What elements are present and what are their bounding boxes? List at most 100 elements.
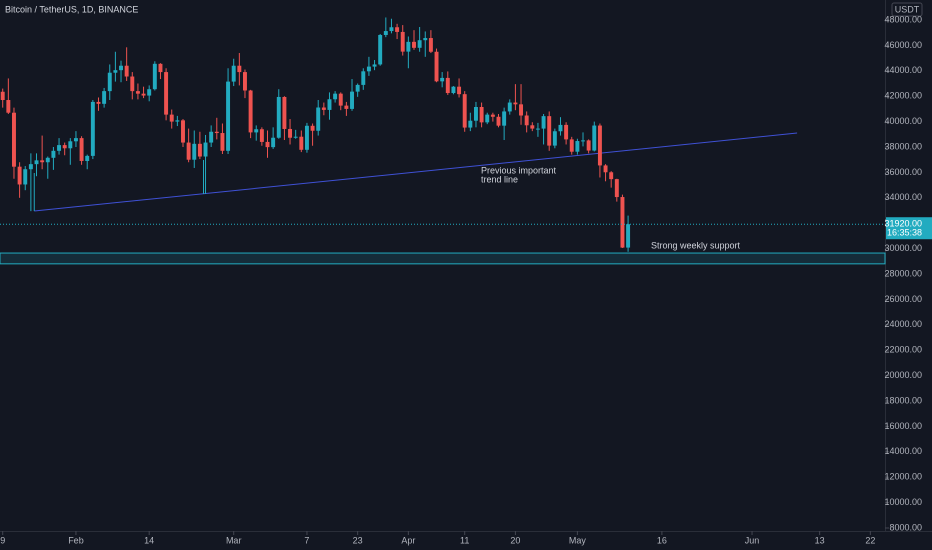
support-label: Strong weekly support — [651, 240, 741, 250]
candle-body — [209, 131, 214, 143]
candle-body — [34, 160, 39, 165]
candle-body — [586, 140, 591, 151]
candle-body — [220, 133, 225, 151]
x-tick-label: Mar — [226, 535, 242, 545]
x-tick-label: Jun — [745, 535, 760, 545]
candle-body — [68, 141, 73, 149]
support-zone — [0, 252, 886, 265]
candle-body — [626, 224, 631, 248]
candle-body — [451, 86, 456, 94]
candle-body — [462, 94, 467, 128]
candle-body — [581, 140, 585, 142]
candle-body — [502, 111, 507, 126]
x-tick-label: 16 — [657, 535, 667, 545]
candle-body — [417, 40, 422, 48]
candle-body — [214, 131, 219, 134]
x-tick-label: Feb — [68, 535, 84, 545]
y-tick-label: 38000.00 — [884, 141, 922, 151]
candle-body — [147, 89, 152, 96]
candle-body — [186, 142, 191, 160]
candle-body — [524, 115, 529, 126]
candle-body — [259, 129, 264, 142]
candle-body — [90, 101, 95, 156]
last-price-label: 31920.00 — [884, 219, 922, 229]
trendline-label: trend line — [481, 174, 518, 184]
candle-body — [28, 164, 33, 170]
candle-body — [304, 125, 309, 150]
candle-body — [406, 41, 411, 52]
candle-body — [519, 104, 524, 116]
candle-body — [282, 96, 287, 129]
candle-body — [468, 120, 473, 128]
x-tick-label: 20 — [510, 535, 520, 545]
last-price-box — [886, 217, 932, 240]
candle-body — [490, 114, 495, 117]
candle-body — [609, 172, 614, 180]
trendline — [34, 132, 798, 212]
candle-body — [102, 91, 107, 104]
candle-body — [62, 145, 67, 149]
candle-body — [575, 141, 580, 152]
countdown: 16:35:38 — [887, 228, 922, 238]
candle-body — [440, 77, 445, 82]
y-tick-label: 30000.00 — [884, 243, 922, 253]
candle-body — [434, 51, 439, 82]
x-tick-label: 9 — [0, 535, 5, 545]
candle-body — [530, 125, 535, 129]
candle-body — [293, 136, 298, 138]
candle-body — [372, 64, 377, 67]
candle-body — [6, 100, 11, 113]
candle-body — [242, 72, 247, 91]
y-tick-label: 16000.00 — [884, 421, 922, 431]
candle-body — [535, 128, 540, 130]
candle-body — [237, 65, 242, 73]
candle-body — [152, 63, 157, 90]
candle-body — [175, 120, 180, 122]
candle-body — [316, 107, 321, 131]
candle-body — [130, 76, 135, 92]
candle-body — [603, 165, 608, 173]
y-tick-label: 34000.00 — [884, 192, 922, 202]
candle-body — [254, 129, 259, 133]
y-tick-label: 28000.00 — [884, 268, 922, 278]
y-tick-label: 8000.00 — [889, 522, 922, 532]
x-tick-label: 11 — [460, 535, 469, 545]
x-tick-label: 23 — [353, 535, 363, 545]
candle-body — [0, 91, 5, 101]
candle-body — [248, 90, 253, 133]
x-tick-label: 13 — [815, 535, 825, 545]
candle-body — [552, 131, 557, 146]
candle-body — [231, 65, 236, 82]
candle-body — [496, 116, 501, 126]
candle-body — [119, 65, 123, 71]
candle-body — [569, 139, 574, 152]
candle-body — [141, 93, 146, 96]
y-tick-label: 42000.00 — [884, 91, 922, 101]
y-tick-label: 14000.00 — [884, 446, 922, 456]
candle-body — [197, 143, 202, 157]
x-tick-label: 14 — [144, 535, 154, 545]
candle-body — [366, 66, 371, 72]
candle-body — [485, 114, 490, 123]
candle-body — [164, 72, 169, 115]
candle-body — [614, 179, 619, 198]
y-tick-label: 24000.00 — [884, 319, 922, 329]
candle-body — [333, 93, 338, 100]
candle-body — [338, 93, 343, 106]
candle-body — [158, 63, 163, 73]
candle-body — [96, 101, 101, 104]
currency-box[interactable] — [891, 2, 923, 17]
candle-body — [85, 155, 90, 161]
candle-body — [479, 106, 484, 123]
y-tick-label: 22000.00 — [884, 345, 922, 355]
candle-body — [181, 120, 185, 143]
candle-body — [389, 27, 394, 32]
candle-body — [513, 102, 518, 105]
candle-body — [547, 116, 552, 146]
candle-body — [288, 128, 293, 138]
x-tick-label: May — [569, 535, 587, 545]
candle-body — [310, 125, 315, 131]
currency[interactable]: USDT — [895, 4, 920, 14]
candle-body — [124, 65, 129, 77]
y-tick-label: 20000.00 — [884, 370, 922, 380]
